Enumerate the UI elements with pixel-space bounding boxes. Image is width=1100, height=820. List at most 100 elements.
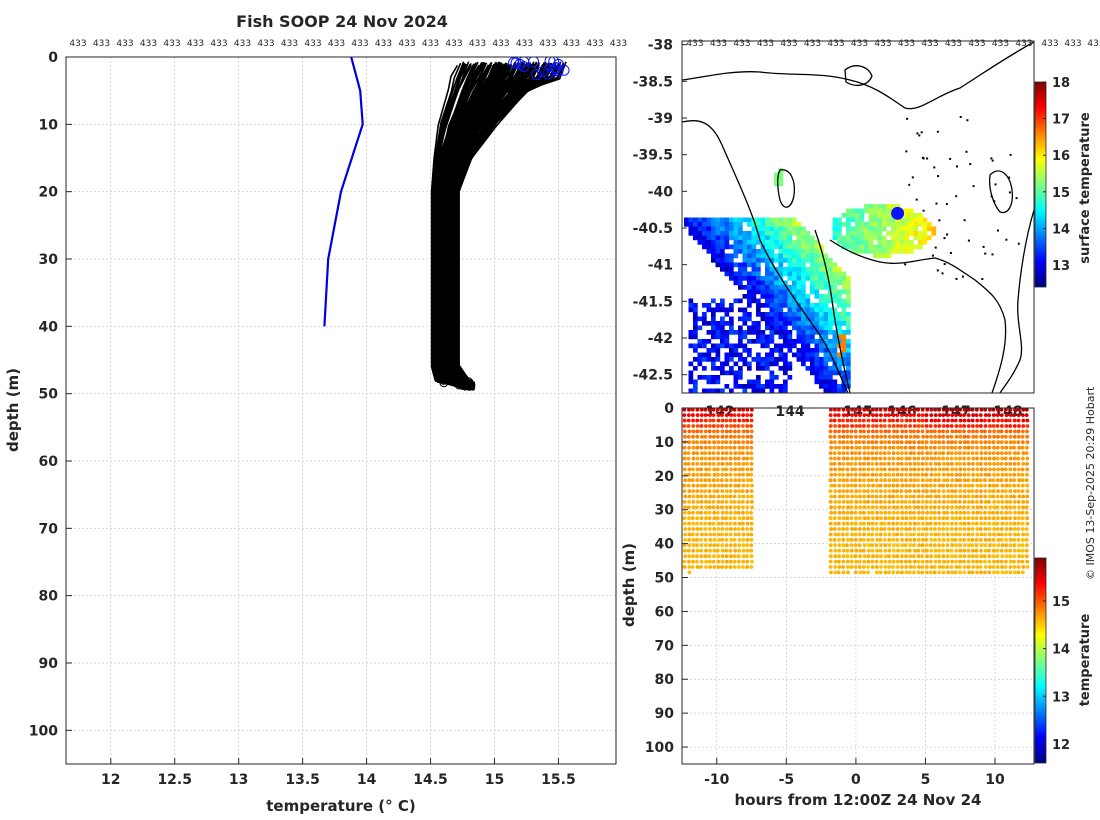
- section-point: [912, 532, 916, 537]
- section-point: [979, 521, 984, 526]
- sst-cell: [828, 262, 833, 268]
- section-point: [737, 467, 742, 472]
- sst-cell: [751, 276, 757, 281]
- section-point: [991, 413, 996, 417]
- section-point: [962, 489, 967, 493]
- section-point: [975, 565, 980, 569]
- sst-cell: [819, 312, 824, 317]
- section-point: [837, 516, 842, 521]
- sst-cell: [724, 267, 730, 272]
- section-point: [712, 483, 717, 488]
- section-point: [745, 527, 750, 531]
- sst-cell: [846, 303, 851, 308]
- section-point: [687, 429, 692, 434]
- sst-cell: [724, 262, 730, 268]
- section-point: [987, 538, 992, 542]
- section-point: [711, 500, 716, 504]
- sst-cell: [765, 289, 770, 295]
- sst-cell: [733, 231, 739, 236]
- sst-cell: [765, 276, 770, 281]
- sst-cell: [747, 249, 752, 254]
- section-point: [1008, 510, 1012, 515]
- section-point: [1020, 538, 1025, 542]
- section-point: [891, 538, 896, 542]
- section-point: [716, 532, 721, 537]
- section-point: [887, 440, 892, 445]
- section-point: [728, 418, 733, 423]
- section-point: [945, 413, 950, 417]
- sst-cell: [814, 267, 820, 272]
- section-point: [912, 505, 917, 510]
- sst-cell: [801, 289, 806, 295]
- profile-bottom-marker: [444, 373, 454, 383]
- section-point: [907, 505, 912, 510]
- sst-cell: [895, 244, 901, 250]
- sst-cell: [756, 280, 761, 286]
- section-point: [983, 559, 987, 564]
- profile-count-label: 433: [422, 39, 439, 49]
- section-point: [937, 494, 941, 499]
- profile-y-tick-label: 80: [39, 589, 59, 605]
- section-point: [1000, 445, 1005, 450]
- section-point: [908, 413, 913, 417]
- section-point: [937, 429, 942, 434]
- sst-cell: [846, 285, 851, 290]
- sst-cell: [742, 235, 748, 241]
- sst-cell: [801, 253, 806, 259]
- section-point: [858, 554, 862, 559]
- section-point: [741, 543, 746, 548]
- section-point: [928, 516, 933, 521]
- section-point: [907, 500, 912, 504]
- section-point: [1004, 451, 1008, 455]
- sst-cell: [801, 330, 806, 335]
- island-dot: [993, 200, 996, 203]
- section-point: [1017, 445, 1022, 450]
- section-point: [1016, 489, 1021, 493]
- section-point: [749, 532, 754, 537]
- section-point: [745, 516, 750, 521]
- section-point: [1012, 527, 1017, 531]
- sst-cell: [801, 276, 806, 281]
- section-point: [716, 527, 721, 531]
- sst-cell: [729, 330, 734, 335]
- sst-cell: [841, 240, 847, 245]
- section-point: [912, 527, 917, 531]
- section-point: [983, 494, 988, 499]
- section-point: [708, 494, 713, 499]
- section-point: [912, 456, 917, 461]
- sst-cell: [769, 217, 775, 223]
- section-point: [887, 510, 892, 515]
- sst-cell: [756, 271, 761, 277]
- sst-cell: [837, 294, 842, 299]
- section-point: [828, 521, 833, 526]
- section-point: [896, 548, 900, 553]
- sst-cell: [711, 298, 716, 304]
- section-point: [975, 559, 979, 564]
- section-point: [728, 565, 733, 569]
- profile-x-tick-label: 12: [101, 772, 120, 788]
- sst-cell: [801, 280, 806, 286]
- section-point: [967, 489, 971, 493]
- sst-cell: [684, 217, 689, 223]
- section-point: [1025, 462, 1029, 466]
- sst-cell: [693, 226, 698, 232]
- section-point: [966, 516, 971, 521]
- section-point: [691, 510, 695, 515]
- section-point: [853, 521, 858, 526]
- sst-cell: [855, 235, 860, 241]
- section-point: [971, 559, 975, 564]
- section-point: [904, 467, 908, 472]
- section-point: [979, 494, 983, 499]
- section-point: [883, 538, 887, 542]
- section-point: [937, 521, 942, 526]
- section-point: [963, 483, 967, 488]
- section-point: [983, 445, 988, 450]
- profile-x-tick-label: 14: [357, 772, 377, 788]
- sst-cell: [886, 244, 892, 250]
- sst-cell: [846, 361, 851, 367]
- sst-cell: [904, 222, 910, 227]
- sst-cell: [927, 222, 932, 227]
- section-point: [979, 500, 984, 504]
- section-point: [874, 500, 879, 504]
- sst-cell: [778, 343, 784, 349]
